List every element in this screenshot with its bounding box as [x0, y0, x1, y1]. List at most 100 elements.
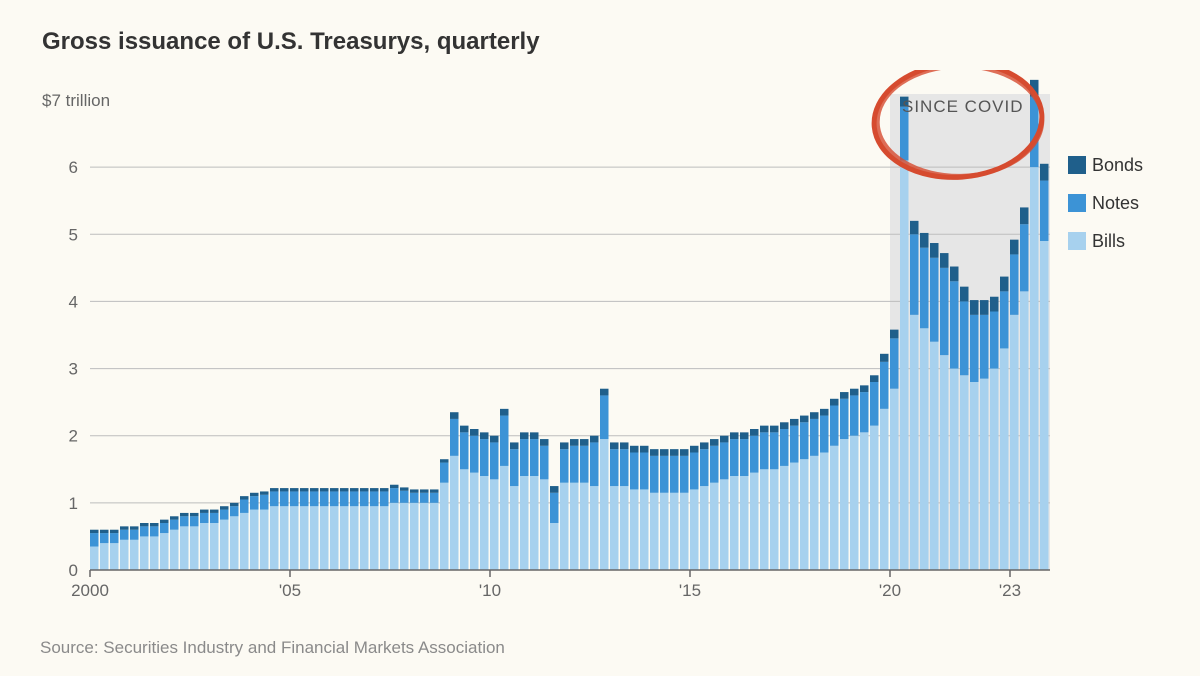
covid-label: SINCE COVID: [902, 97, 1024, 116]
bar-notes: [380, 491, 389, 506]
bar-bonds: [190, 513, 199, 516]
bar-bonds: [240, 496, 249, 499]
bar-bonds: [910, 221, 919, 234]
bar-bills: [1030, 167, 1039, 570]
x-tick-label: '05: [279, 581, 301, 600]
x-tick-label: '20: [879, 581, 901, 600]
y-unit-label: $7 trillion: [42, 91, 110, 110]
bar-bills: [930, 342, 939, 570]
bar-bills: [370, 506, 379, 570]
bar-bills: [750, 473, 759, 570]
bar-bonds: [770, 426, 779, 433]
bar-notes: [190, 516, 199, 526]
bar-notes: [800, 422, 809, 459]
bar-bills: [140, 536, 149, 570]
bar-bills: [1020, 291, 1029, 570]
bar-bills: [690, 489, 699, 570]
bar-bonds: [460, 426, 469, 433]
bar-bonds: [580, 439, 589, 446]
bar-notes: [330, 491, 339, 506]
bar-notes: [830, 406, 839, 446]
bar-bonds: [260, 491, 269, 494]
x-tick-label: 2000: [71, 581, 109, 600]
legend-label-notes: Notes: [1092, 193, 1139, 213]
bar-bonds: [210, 510, 219, 513]
bar-bills: [260, 510, 269, 570]
bar-bonds: [470, 429, 479, 436]
bar-bills: [960, 375, 969, 570]
bar-notes: [230, 506, 239, 516]
bar-notes: [600, 395, 609, 439]
bar-bills: [520, 476, 529, 570]
bar-notes: [280, 491, 289, 506]
bar-notes: [240, 500, 249, 513]
bar-bills: [770, 469, 779, 570]
bar-bonds: [730, 432, 739, 439]
bar-notes: [1040, 181, 1049, 241]
bar-bills: [240, 513, 249, 570]
bar-notes: [480, 439, 489, 476]
bar-bonds: [130, 526, 139, 529]
bar-bonds: [960, 287, 969, 302]
y-tick-label: 4: [69, 292, 78, 311]
bar-bonds: [940, 253, 949, 268]
bar-bonds: [790, 419, 799, 426]
bar-bills: [360, 506, 369, 570]
bar-bills: [840, 439, 849, 570]
bar-bonds: [380, 488, 389, 491]
bar-notes: [740, 439, 749, 476]
legend-swatch-bonds: [1068, 156, 1086, 174]
bar-bonds: [1040, 164, 1049, 181]
bar-bills: [680, 493, 689, 570]
bar-notes: [540, 446, 549, 480]
bar-bills: [940, 355, 949, 570]
bar-notes: [510, 449, 519, 486]
bar-bonds: [680, 449, 689, 456]
bar-bills: [400, 503, 409, 570]
bar-bonds: [220, 506, 229, 509]
bar-bonds: [400, 487, 409, 490]
bar-bonds: [700, 442, 709, 449]
bar-notes: [100, 533, 109, 543]
bar-bonds: [170, 516, 179, 519]
legend-swatch-bills: [1068, 232, 1086, 250]
bar-bonds: [370, 488, 379, 491]
bar-notes: [710, 446, 719, 483]
bar-notes: [860, 392, 869, 432]
bar-bills: [580, 483, 589, 570]
bar-bonds: [500, 409, 509, 416]
bar-bills: [740, 476, 749, 570]
bar-notes: [850, 395, 859, 435]
bar-bills: [90, 547, 99, 571]
bar-bills: [490, 479, 499, 570]
bar-bonds: [360, 488, 369, 491]
bar-bonds: [540, 439, 549, 446]
bar-bills: [760, 469, 769, 570]
bar-notes: [300, 491, 309, 506]
bar-bonds: [930, 243, 939, 258]
bar-bonds: [980, 300, 989, 315]
bar-notes: [140, 526, 149, 536]
bar-bills: [610, 486, 619, 570]
bar-bonds: [200, 510, 209, 513]
bar-bills: [190, 526, 199, 570]
bar-notes: [950, 281, 959, 368]
bar-bills: [280, 506, 289, 570]
bar-notes: [460, 432, 469, 469]
x-tick-label: '15: [679, 581, 701, 600]
bar-notes: [760, 432, 769, 469]
bar-bills: [600, 439, 609, 570]
bar-bonds: [610, 442, 619, 449]
x-tick-label: '10: [479, 581, 501, 600]
legend-label-bills: Bills: [1092, 231, 1125, 251]
bar-bonds: [350, 488, 359, 491]
bar-bills: [110, 543, 119, 570]
bar-bills: [670, 493, 679, 570]
y-tick-label: 5: [69, 225, 78, 244]
bar-notes: [370, 491, 379, 506]
bar-bills: [880, 409, 889, 570]
bar-bills: [380, 506, 389, 570]
bar-notes: [910, 234, 919, 315]
bar-notes: [530, 439, 539, 476]
bar-bonds: [830, 399, 839, 406]
